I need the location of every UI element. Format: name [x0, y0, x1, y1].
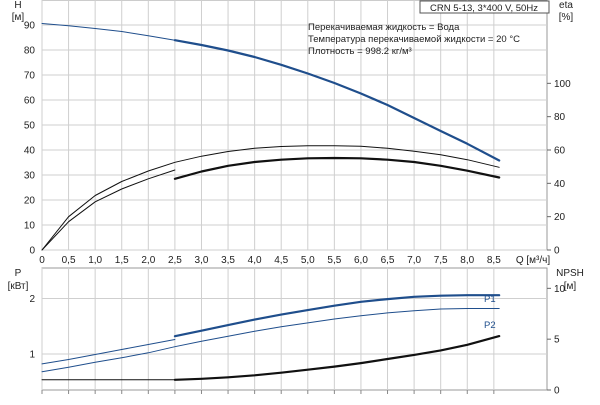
power-right-tick-label: 5: [554, 335, 560, 346]
head-right-tick-label: 100: [554, 79, 571, 90]
npsh-curve: [173, 335, 501, 381]
head-axis-label: H: [14, 0, 21, 11]
head-curve: [41, 23, 176, 41]
head-curve: [173, 39, 501, 162]
x-tick-label: 4,5: [274, 255, 288, 266]
x-tick-label: 1,0: [88, 255, 102, 266]
pump-model-title: CRN 5-13, 3*400 V, 50Hz: [430, 3, 538, 14]
eta-axis-label: eta: [559, 0, 573, 11]
head-left-tick-label: 70: [24, 71, 36, 82]
flow-axis-label: Q [м³/ч]: [516, 255, 551, 266]
power-left-tick-label: 2: [29, 294, 35, 305]
title-box: [419, 0, 550, 14]
power-curve-p2: [41, 308, 500, 373]
power-curve-p1: [173, 294, 501, 338]
x-tick-label: 5,0: [301, 255, 315, 266]
npsh-axis-unit: [м]: [564, 281, 577, 292]
x-tick-label: 0,5: [62, 255, 76, 266]
head-right-tick-label: 20: [554, 212, 566, 223]
head-chart-grid: 0 0,5 1,0 1,5 2,0 2,5 3,0 3,5 4,0 4,5 5,0 5,5 6,0 6,5…: [24, 0, 571, 266]
power-left-tick-label: 1: [29, 349, 35, 360]
head-left-tick-label: 60: [24, 96, 36, 107]
power-axis-unit: [кВт]: [8, 281, 29, 292]
x-tick-label: 8,5: [487, 255, 501, 266]
x-tick-label: 7,0: [407, 255, 421, 266]
head-right-tick-label: 80: [554, 112, 566, 123]
x-tick-label: 6,0: [354, 255, 368, 266]
power-chart-grid: 1 2 0 5 10: [29, 267, 566, 397]
head-left-tick-label: 80: [24, 46, 36, 57]
head-left-tick-label: 90: [24, 21, 36, 32]
power-axis-label: P: [15, 268, 22, 279]
power-right-tick-label: 10: [554, 284, 566, 295]
efficiency-curve: [41, 145, 500, 251]
x-tick-label: 2,0: [141, 255, 155, 266]
annotation-density: Плотность = 998.2 кг/м³: [308, 46, 412, 57]
x-tick-label: 1,5: [115, 255, 129, 266]
chart-curves: [41, 23, 501, 381]
head-left-tick-label: 0: [29, 246, 35, 257]
head-left-tick-label: 10: [24, 221, 36, 232]
efficiency-curve: [173, 156, 501, 180]
x-tick-label: 0: [39, 255, 45, 266]
head-left-tick-label: 30: [24, 171, 36, 182]
head-left-tick-label: 20: [24, 196, 36, 207]
x-tick-label: 8,0: [460, 255, 474, 266]
head-right-tick-label: 40: [554, 179, 566, 190]
head-axis-unit: [м]: [12, 12, 25, 23]
series-label-p2: P2: [484, 320, 496, 331]
x-tick-label: 2,5: [168, 255, 182, 266]
series-label-p1: P1: [484, 294, 496, 305]
x-tick-label: 6,5: [381, 255, 395, 266]
head-left-tick-label: 40: [24, 146, 36, 157]
head-right-tick-label: 0: [554, 246, 560, 257]
head-left-tick-label: 50: [24, 121, 36, 132]
efficiency-curve: [41, 169, 176, 251]
x-tick-label: 5,5: [327, 255, 341, 266]
power-curve-p1: [41, 339, 176, 365]
head-right-tick-label: 60: [554, 146, 566, 157]
power-right-tick-label: 0: [554, 386, 560, 397]
annotation-liquid: Перекачиваемая жидкость = Вода: [308, 22, 460, 33]
x-tick-label: 7,5: [434, 255, 448, 266]
x-tick-label: 4,0: [248, 255, 262, 266]
npsh-axis-label: NPSH: [556, 268, 584, 279]
eta-axis-unit: [%]: [559, 12, 574, 23]
x-tick-label: 3,0: [195, 255, 209, 266]
x-tick-label: 3,5: [221, 255, 235, 266]
annotation-temperature: Температура перекачиваемой жидкости = 20…: [308, 34, 520, 45]
